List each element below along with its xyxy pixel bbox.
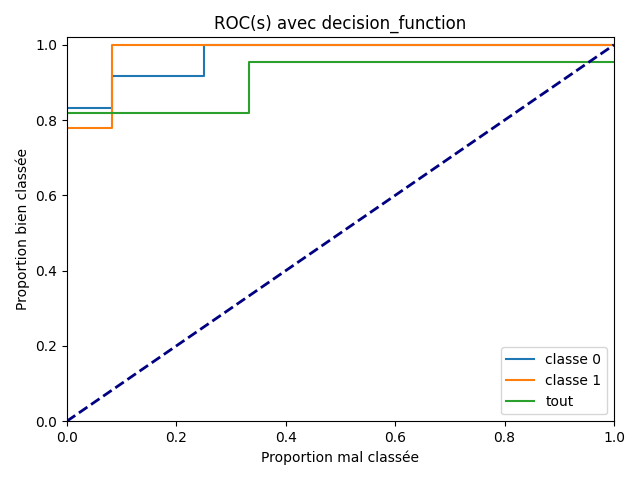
classe 1 — [108, 126, 116, 132]
classe 1 — [154, 42, 162, 48]
tout — [63, 110, 70, 116]
tout — [245, 59, 253, 65]
Legend: classe 0, classe 1, tout: classe 0, classe 1, tout — [501, 347, 607, 414]
classe 1 — [610, 42, 618, 48]
classe 1 — [63, 126, 70, 132]
classe 1 — [108, 42, 116, 48]
classe 0 — [610, 42, 618, 48]
classe 0 — [108, 105, 116, 110]
tout — [610, 59, 618, 65]
classe 0 — [200, 73, 207, 79]
classe 1 — [154, 42, 162, 48]
tout — [245, 110, 253, 116]
X-axis label: Proportion mal classée: Proportion mal classée — [261, 451, 419, 465]
Title: ROC(s) avec decision_function: ROC(s) avec decision_function — [214, 15, 467, 33]
Line: tout: tout — [67, 62, 614, 113]
Y-axis label: Proportion bien classée: Proportion bien classée — [15, 148, 29, 310]
Line: classe 1: classe 1 — [67, 45, 614, 129]
tout — [63, 110, 70, 116]
classe 0 — [63, 105, 70, 110]
classe 1 — [63, 126, 70, 132]
classe 0 — [200, 42, 207, 48]
classe 0 — [108, 73, 116, 79]
classe 0 — [63, 105, 70, 110]
Line: classe 0: classe 0 — [67, 45, 614, 108]
